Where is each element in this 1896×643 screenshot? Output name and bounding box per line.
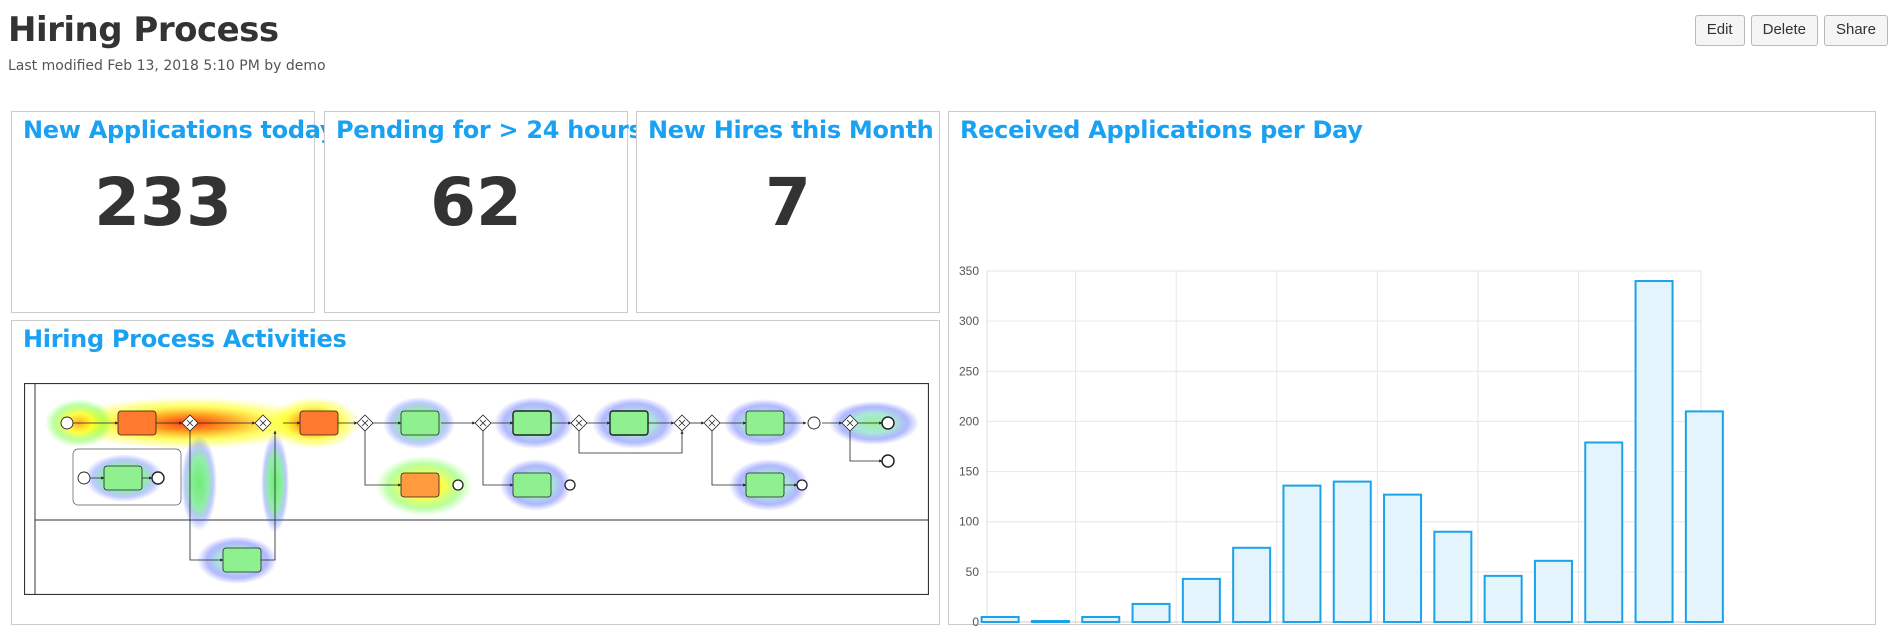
bar[interactable]	[1684, 410, 1724, 623]
delete-button[interactable]: Delete	[1750, 15, 1818, 46]
bar[interactable]	[1181, 577, 1221, 623]
bar[interactable]	[1383, 493, 1423, 623]
report-actions: Edit Delete Share	[1694, 15, 1888, 46]
received-applications-chart: 050100150200250300350Jan 17Jan 19Jan 21J…	[959, 264, 1724, 626]
tile-title: New Applications today	[23, 116, 336, 144]
tile-title: Received Applications per Day	[960, 116, 1363, 144]
y-tick-label: 50	[966, 565, 980, 579]
y-tick-label: 250	[959, 364, 979, 378]
bar[interactable]	[1282, 484, 1322, 623]
bar[interactable]	[1332, 480, 1372, 623]
page-title: Hiring Process	[8, 10, 279, 50]
pending-tile[interactable]: Pending for > 24 hours 62	[324, 111, 643, 313]
received-applications-tile[interactable]: 050100150200250300350Jan 17Jan 19Jan 21J…	[948, 111, 1876, 626]
pending-value: 62	[430, 164, 522, 241]
process-heatmap-diagram[interactable]	[24, 383, 929, 595]
hiring-activities-tile[interactable]: Hiring Process Activities	[11, 320, 940, 625]
tile-title: New Hires this Month	[648, 116, 934, 144]
tile-title: Pending for > 24 hours	[336, 116, 643, 144]
bar[interactable]	[1634, 280, 1674, 624]
y-tick-label: 350	[959, 264, 979, 278]
gateway-markers	[186, 419, 854, 427]
bar[interactable]	[1483, 574, 1523, 623]
bar[interactable]	[1433, 530, 1473, 623]
share-button[interactable]: Share	[1823, 15, 1888, 46]
new-hires-value: 7	[765, 164, 811, 241]
bar[interactable]	[1081, 615, 1121, 624]
y-tick-label: 0	[972, 615, 979, 626]
new-applications-tile[interactable]: New Applications today 233	[11, 111, 336, 313]
bar[interactable]	[1030, 619, 1070, 623]
y-tick-label: 300	[959, 314, 979, 328]
y-tick-label: 150	[959, 465, 979, 479]
bar[interactable]	[980, 615, 1020, 624]
tile-title: Hiring Process Activities	[23, 325, 347, 353]
bar[interactable]	[1533, 559, 1573, 623]
y-tick-label: 100	[959, 515, 979, 529]
sequence-flows	[73, 421, 883, 562]
bar[interactable]	[1131, 602, 1171, 624]
bar[interactable]	[1232, 546, 1272, 623]
last-modified-text: Last modified Feb 13, 2018 5:10 PM by de…	[8, 58, 326, 74]
edit-button[interactable]: Edit	[1694, 15, 1745, 46]
bar[interactable]	[1584, 441, 1624, 623]
y-tick-label: 200	[959, 414, 979, 428]
new-applications-value: 233	[94, 164, 232, 241]
new-hires-tile[interactable]: New Hires this Month 7	[636, 111, 940, 313]
process-nodes	[60, 410, 895, 573]
